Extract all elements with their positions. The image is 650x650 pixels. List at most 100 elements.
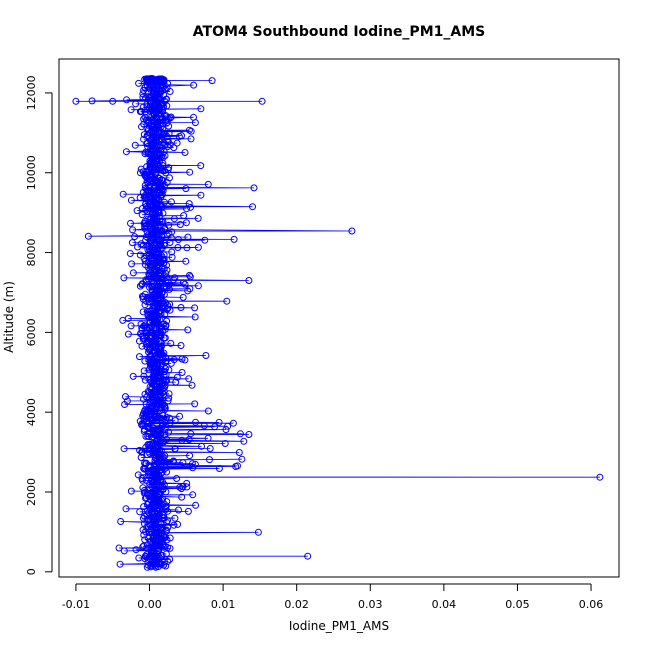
data-point bbox=[188, 381, 196, 389]
data-point bbox=[140, 131, 148, 139]
data-point bbox=[132, 546, 140, 554]
data-point bbox=[163, 102, 171, 110]
data-point bbox=[176, 412, 184, 420]
data-point bbox=[148, 333, 156, 341]
data-point bbox=[178, 355, 186, 363]
data-point bbox=[139, 543, 147, 551]
data-point bbox=[127, 219, 134, 227]
data-point bbox=[137, 107, 145, 115]
data-point bbox=[240, 437, 248, 445]
data-point bbox=[206, 456, 213, 464]
data-point bbox=[161, 452, 169, 460]
data-point bbox=[162, 506, 170, 514]
data-point bbox=[175, 506, 182, 514]
data-point bbox=[117, 518, 125, 525]
data-point bbox=[162, 503, 169, 510]
data-point bbox=[171, 445, 179, 453]
data-point bbox=[348, 227, 356, 235]
data-point bbox=[184, 326, 192, 334]
data-point bbox=[180, 212, 188, 220]
data-point bbox=[190, 81, 198, 89]
data-point bbox=[186, 273, 194, 281]
data-point bbox=[146, 353, 154, 361]
data-point bbox=[140, 531, 148, 539]
data-point bbox=[184, 507, 192, 515]
data-point bbox=[140, 367, 148, 375]
data-point bbox=[137, 320, 145, 328]
data-point bbox=[186, 271, 193, 279]
data-point bbox=[165, 221, 173, 229]
y-tick-label: 0 bbox=[25, 568, 38, 575]
data-point bbox=[167, 198, 175, 206]
data-point bbox=[238, 455, 246, 463]
data-point bbox=[197, 105, 205, 113]
data-point bbox=[187, 127, 195, 135]
data-point bbox=[186, 168, 194, 176]
data-point bbox=[163, 317, 171, 325]
data-point bbox=[157, 116, 165, 124]
data-point bbox=[160, 259, 167, 267]
data-point bbox=[139, 484, 147, 492]
data-point bbox=[191, 400, 199, 408]
data-point bbox=[245, 277, 253, 284]
data-point bbox=[138, 448, 146, 456]
data-point bbox=[131, 141, 139, 149]
data-point bbox=[208, 77, 216, 85]
x-tick-label: 0.06 bbox=[579, 598, 604, 611]
data-point bbox=[166, 239, 174, 246]
data-point bbox=[159, 410, 166, 418]
data-point bbox=[187, 203, 194, 211]
data-point bbox=[142, 75, 150, 83]
data-point bbox=[153, 462, 161, 469]
data-point bbox=[145, 423, 153, 431]
data-point bbox=[182, 257, 190, 265]
data-point bbox=[140, 372, 148, 380]
data-point bbox=[245, 431, 253, 438]
data-point bbox=[146, 271, 153, 279]
data-point bbox=[138, 475, 146, 482]
data-point bbox=[186, 452, 194, 460]
data-point bbox=[147, 328, 155, 336]
data-point bbox=[141, 536, 149, 544]
data-point bbox=[149, 424, 157, 432]
data-point bbox=[189, 491, 197, 499]
data-point bbox=[141, 192, 148, 200]
y-tick-label: 6000 bbox=[25, 318, 38, 346]
data-point bbox=[192, 501, 200, 509]
data-point bbox=[172, 378, 180, 386]
data-point bbox=[163, 273, 170, 281]
data-point bbox=[182, 219, 190, 227]
data-point bbox=[171, 417, 179, 425]
data-point bbox=[149, 279, 157, 287]
data-point bbox=[182, 185, 190, 193]
data-point bbox=[136, 353, 143, 361]
data-point bbox=[153, 357, 161, 365]
data-point bbox=[165, 138, 172, 146]
data-point bbox=[129, 269, 137, 277]
data-point bbox=[181, 280, 189, 288]
data-point bbox=[165, 164, 173, 172]
data-point bbox=[152, 222, 160, 230]
data-point bbox=[192, 418, 199, 426]
data-point bbox=[149, 119, 157, 127]
data-point bbox=[138, 280, 146, 288]
data-point bbox=[173, 139, 181, 147]
data-point bbox=[163, 468, 171, 476]
data-point bbox=[141, 459, 149, 467]
data-point bbox=[258, 97, 266, 105]
y-tick-label: 10000 bbox=[25, 155, 38, 190]
data-point bbox=[179, 279, 187, 287]
data-point bbox=[178, 369, 186, 376]
data-point bbox=[140, 115, 148, 123]
y-tick-label: 8000 bbox=[25, 239, 38, 267]
data-point bbox=[211, 423, 219, 431]
data-point bbox=[187, 135, 195, 143]
data-point bbox=[183, 483, 191, 491]
data-point bbox=[165, 414, 173, 422]
data-point bbox=[120, 274, 128, 282]
data-point bbox=[135, 554, 143, 562]
data-point bbox=[146, 283, 153, 291]
data-point bbox=[137, 240, 145, 248]
data-point bbox=[197, 191, 205, 199]
data-point bbox=[179, 293, 187, 301]
